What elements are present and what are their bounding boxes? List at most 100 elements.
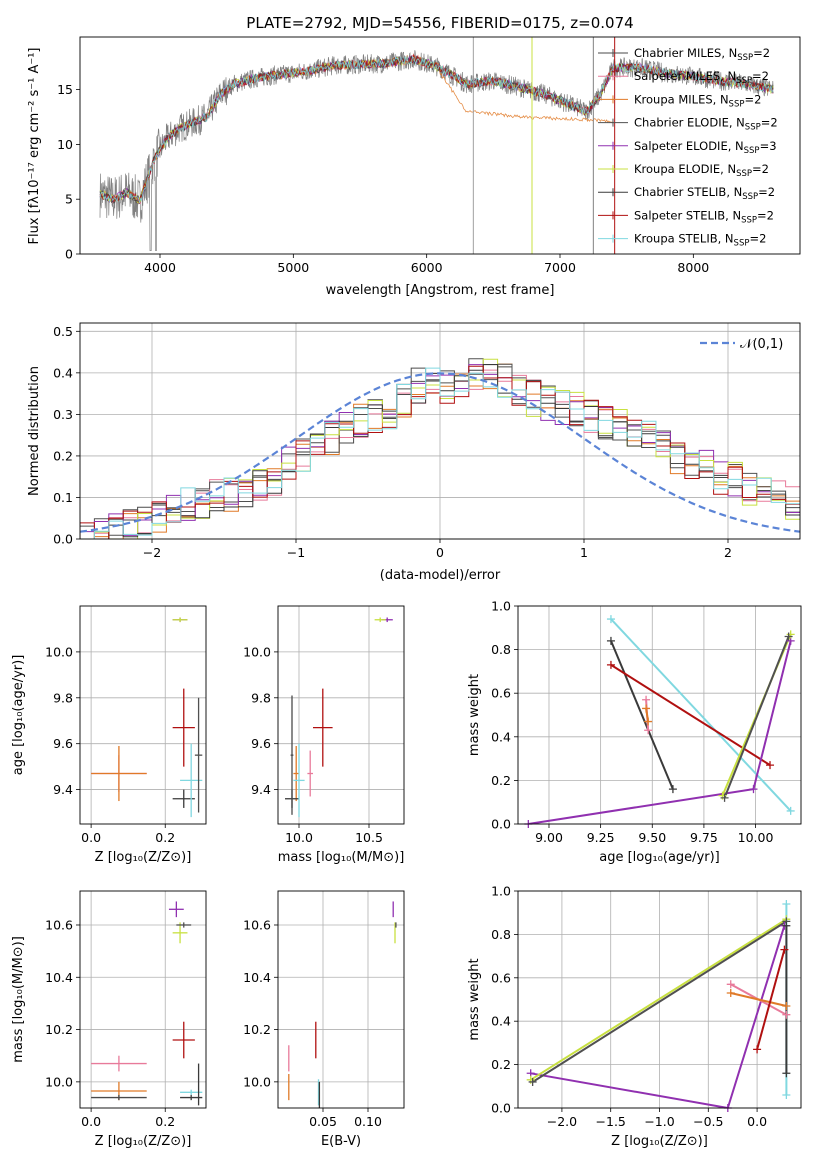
plot-area: [91, 617, 203, 818]
mass_weight_vs_z-panel: −2.0 −1.5 −1.0 −0.5 0.0 0.0 0.2 0.4 0.6 0.8 1.0 Z […: [467, 884, 802, 1149]
x-tick-label: 0.0: [747, 1114, 767, 1129]
y-tick-label: 10.0: [45, 644, 73, 659]
series-point-salpeter_stelib: [780, 945, 789, 954]
legend-label: Salpeter ELODIE, N: [634, 139, 744, 153]
legend-sub: SSP: [736, 169, 752, 179]
legend-sub: SSP: [742, 192, 758, 202]
x-tick-label: 2: [724, 545, 732, 560]
y-tick-label: 0.0: [491, 817, 511, 832]
series-point-chabrier_stelib: [668, 785, 677, 794]
age_vs_mass-panel: 10.0 10.5 9.4 9.6 9.8 10.0 mass [log₁₀(M/M⊙)]: [243, 605, 405, 865]
mass_vs_z-xlabel: Z [log₁₀(Z/Z⊙)]: [95, 1134, 192, 1149]
plot-area: [285, 617, 393, 818]
y-tick-label: 0.1: [53, 490, 73, 505]
y-tick-label: 9.6: [53, 736, 73, 751]
y-tick-label: 15: [57, 82, 73, 97]
normal-curve: [80, 372, 800, 533]
y-tick-label: 10.2: [243, 1022, 271, 1037]
series-line-salpeter_stelib: [756, 949, 786, 1050]
series-line-chabrier_elodie: [532, 920, 787, 1083]
series-line-chabrier_stelib: [610, 640, 674, 790]
x-tick-label: 7000: [544, 260, 576, 275]
legend-sub: SSP: [741, 215, 757, 225]
y-tick-label: 0.2: [53, 448, 73, 463]
y-tick-label: 0.2: [491, 773, 511, 788]
mass_vs_z-panel: 0.0 0.2 10.0 10.2 10.4 10.6 Z [log₁₀(Z/Z⊙)] mas…: [11, 890, 207, 1149]
y-tick-label: 10.0: [243, 1074, 271, 1089]
y-tick-label: 0.6: [491, 970, 511, 985]
legend-label: Salpeter MILES, N: [634, 69, 736, 83]
y-tick-label: 5: [65, 192, 73, 207]
y-tick-label: 0.8: [491, 927, 511, 942]
series-point-chabrier_stelib: [782, 1069, 791, 1078]
series-point-chabrier_stelib: [782, 921, 791, 930]
legend-entry: Kroupa MILES, NSSP=2: [634, 92, 761, 109]
x-tick-label: −1.0: [644, 1114, 674, 1129]
mass_vs_ebv-xlabel: E(B-V): [321, 1134, 361, 1149]
series-point-salpeter_stelib: [606, 660, 615, 669]
series-point-kroupa_stelib: [606, 615, 615, 624]
series-line-kroupa_elodie: [530, 918, 787, 1081]
x-tick-label: −1: [287, 545, 305, 560]
legend-n: =2: [752, 162, 769, 176]
series-line-salpeter_elodie: [530, 925, 786, 1108]
series-point-kroupa_miles: [782, 1002, 791, 1011]
axes-frame: [79, 605, 207, 825]
y-tick-label: 0.3: [53, 407, 73, 422]
mass_vs_z-ylabel: mass [log₁₀(M/M⊙)]: [11, 936, 26, 1063]
x-tick-label: 4000: [144, 260, 176, 275]
y-tick-label: 10.4: [243, 970, 271, 985]
series-point-kroupa_stelib: [782, 900, 791, 909]
legend-label: Chabrier ELODIE, N: [634, 116, 745, 130]
legend-entry: Salpeter MILES, NSSP=2: [634, 69, 769, 86]
x-tick-label: 5000: [277, 260, 309, 275]
x-tick-label: 6000: [411, 260, 443, 275]
x-tick-label: −1.5: [596, 1114, 626, 1129]
spectrum-ylabel: Flux [fλ10⁻¹⁷ erg cm⁻² s⁻¹ A⁻¹]: [27, 48, 42, 245]
series-point-kroupa_miles: [642, 704, 651, 713]
x-tick-label: 1: [580, 545, 588, 560]
age_vs_mass-xlabel: mass [log₁₀(M/M⊙)]: [278, 850, 405, 865]
age_vs_z-xlabel: Z [log₁₀(Z/Z⊙)]: [95, 850, 192, 865]
series-point-chabrier_elodie: [720, 793, 729, 802]
mass_weight_vs_age-panel: 9.00 9.25 9.50 9.75 10.00 0.0 0.2 0.4 0.6 0.8 1.0 a…: [467, 599, 802, 865]
series-point-chabrier_elodie: [528, 1077, 537, 1086]
y-tick-label: 10.6: [45, 917, 73, 932]
mass_vs_ebv-panel: 0.05 0.10 10.0 10.2 10.4 10.6 E(B-V): [243, 890, 405, 1149]
legend-label: Kroupa STELIB, N: [634, 232, 734, 246]
series-point-salpeter_elodie: [749, 785, 758, 794]
legend-sub: SSP: [744, 146, 760, 156]
legend-sub: SSP: [737, 53, 753, 63]
residuals-ylabel: Normed distribution: [27, 366, 42, 496]
legend-sub: SSP: [734, 239, 750, 249]
mass_weight_vs_age-xlabel: age [log₁₀(age/yr)]: [599, 850, 720, 865]
x-tick-label: −2.0: [547, 1114, 577, 1129]
series-point-salpeter_stelib: [766, 761, 775, 770]
y-tick-label: 0.8: [491, 642, 511, 657]
series-line-chabrier_elodie: [723, 636, 790, 799]
series-point-salpeter_stelib: [753, 1045, 762, 1054]
legend-entry: Chabrier MILES, NSSP=2: [634, 46, 770, 63]
y-tick-label: 0: [65, 247, 73, 262]
observed-spectrum: [99, 50, 774, 252]
y-tick-label: 9.4: [251, 782, 271, 797]
series-point-salpeter_miles: [782, 1010, 791, 1019]
histogram-kroupa_stelib: [80, 367, 800, 539]
mass_weight_vs_age-ylabel: mass weight: [467, 674, 482, 756]
x-tick-label: 9.00: [535, 830, 563, 845]
mass_weight_vs_z-ylabel: mass weight: [467, 958, 482, 1040]
legend-n: =2: [753, 46, 770, 60]
axes-frame: [277, 890, 405, 1109]
y-tick-label: 0.4: [491, 1014, 511, 1029]
y-tick-label: 10.0: [45, 1074, 73, 1089]
series-line-kroupa_stelib: [610, 618, 792, 812]
y-tick-label: 9.6: [251, 736, 271, 751]
y-tick-label: 0.0: [491, 1101, 511, 1116]
y-tick-label: 10.2: [45, 1022, 73, 1037]
legend-label: Salpeter STELIB, N: [634, 208, 741, 222]
spectrum-title: PLATE=2792, MJD=54556, FIBERID=0175, z=0…: [246, 14, 633, 32]
residuals-xlabel: (data-model)/error: [380, 568, 501, 583]
series-line-kroupa_miles: [730, 992, 787, 1007]
